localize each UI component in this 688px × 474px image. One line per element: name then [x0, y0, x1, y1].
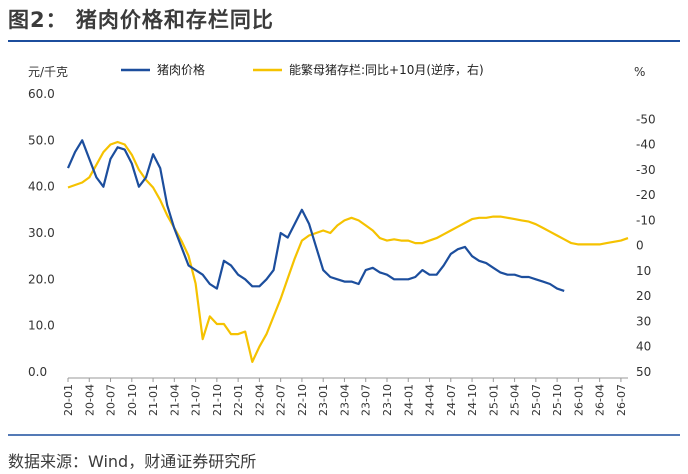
left-tick-label: 0.0 — [28, 365, 47, 379]
right-tick-label: 40 — [636, 340, 651, 354]
x-tick-label: 26-04 — [594, 384, 607, 416]
right-tick-label: 0 — [636, 239, 644, 253]
right-tick-label: 50 — [636, 365, 651, 379]
x-tick-label: 21-10 — [211, 384, 224, 416]
x-tick-label: 23-01 — [317, 384, 330, 416]
x-tick-label: 25-04 — [509, 384, 522, 416]
right-axis-unit: % — [634, 65, 645, 79]
legend-label-stock: 能繁母猪存栏:同比+10月(逆序，右) — [289, 62, 484, 77]
x-axis: 20-01 20-04 20-07 20-10 21-01 21-04 21-07 21-10… — [62, 377, 628, 416]
x-tick-label: 24-07 — [445, 384, 458, 416]
source-note: 数据来源：Wind，财通证券研究所 — [8, 452, 257, 471]
right-tick-label: -40 — [636, 138, 656, 152]
left-tick-label: 20.0 — [28, 272, 55, 286]
x-tick-label: 26-01 — [572, 384, 585, 416]
x-tick-label: 22-10 — [296, 384, 309, 416]
x-tick-label: 23-10 — [381, 384, 394, 416]
right-tick-label: -30 — [636, 163, 656, 177]
left-tick-label: 40.0 — [28, 180, 55, 194]
x-tick-label: 20-04 — [83, 384, 96, 416]
left-axis-unit: 元/千克 — [28, 65, 68, 79]
left-axis: 0.0 10.0 20.0 30.0 40.0 50.0 60.0 — [28, 87, 55, 379]
x-tick-label: 25-10 — [551, 384, 564, 416]
left-tick-label: 60.0 — [28, 87, 55, 101]
left-tick-label: 30.0 — [28, 226, 55, 240]
series-line-pork-price — [66, 139, 565, 292]
right-axis: -50 -40 -30 -20 -10 0 10 20 30 40 50 — [636, 112, 656, 379]
right-tick-label: -10 — [636, 213, 656, 227]
x-tick-label: 21-07 — [190, 384, 203, 416]
left-tick-label: 50.0 — [28, 133, 55, 147]
right-tick-label: 10 — [636, 264, 651, 278]
x-tick-label: 21-01 — [147, 384, 160, 416]
x-tick-label: 20-10 — [126, 384, 139, 416]
series-line-sow-inventory — [67, 140, 629, 363]
plot-area — [66, 139, 629, 363]
legend: 猪肉价格 能繁母猪存栏:同比+10月(逆序，右) — [121, 62, 484, 77]
x-tick-label: 21-04 — [168, 384, 181, 416]
x-tick-label: 25-01 — [487, 384, 500, 416]
right-tick-label: -20 — [636, 188, 656, 202]
x-tick-label: 24-10 — [466, 384, 479, 416]
x-tick-label: 25-07 — [530, 384, 543, 416]
x-tick-label: 20-01 — [62, 384, 75, 416]
x-tick-label: 23-07 — [360, 384, 373, 416]
legend-label-pork: 猪肉价格 — [157, 62, 205, 77]
x-tick-label: 22-01 — [232, 384, 245, 416]
x-tick-label: 26-07 — [615, 384, 628, 416]
x-tick-label: 24-01 — [402, 384, 415, 416]
figure-title: 图2： 猪肉价格和存栏同比 — [8, 8, 274, 32]
x-tick-label: 20-07 — [105, 384, 118, 416]
right-tick-label: -50 — [636, 112, 656, 126]
x-tick-label: 22-04 — [253, 384, 266, 416]
right-tick-label: 30 — [636, 314, 651, 328]
x-tick-label: 22-07 — [275, 384, 288, 416]
x-tick-label: 24-04 — [424, 384, 437, 416]
left-tick-label: 10.0 — [28, 319, 55, 333]
right-tick-label: 20 — [636, 289, 651, 303]
x-tick-label: 23-04 — [338, 384, 351, 416]
